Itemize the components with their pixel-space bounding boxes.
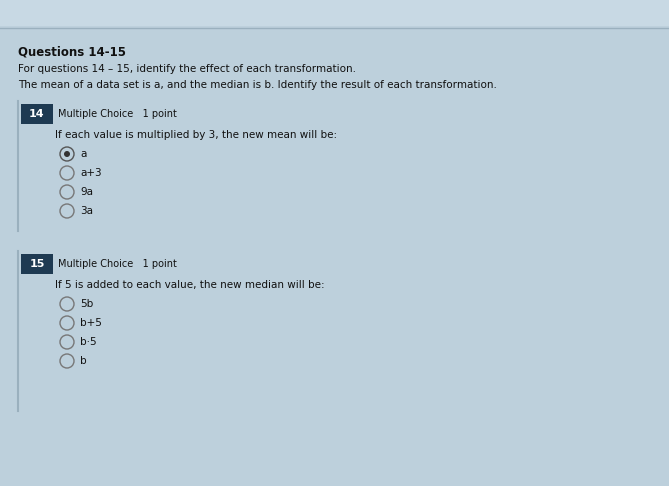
Circle shape — [60, 147, 74, 161]
Text: a: a — [80, 149, 86, 159]
Text: If 5 is added to each value, the new median will be:: If 5 is added to each value, the new med… — [55, 280, 324, 290]
Text: 9a: 9a — [80, 187, 93, 197]
Text: 15: 15 — [29, 259, 45, 269]
Text: a+3: a+3 — [80, 168, 102, 178]
Circle shape — [60, 354, 74, 368]
Circle shape — [60, 166, 74, 180]
Circle shape — [60, 185, 74, 199]
Circle shape — [60, 297, 74, 311]
FancyBboxPatch shape — [21, 254, 53, 274]
Text: b+5: b+5 — [80, 318, 102, 328]
Circle shape — [60, 316, 74, 330]
FancyBboxPatch shape — [21, 104, 53, 124]
Text: 3a: 3a — [80, 206, 93, 216]
Text: b·5: b·5 — [80, 337, 96, 347]
Text: Multiple Choice   1 point: Multiple Choice 1 point — [58, 109, 177, 119]
Circle shape — [60, 335, 74, 349]
Text: b: b — [80, 356, 86, 366]
Circle shape — [60, 204, 74, 218]
Text: 14: 14 — [29, 109, 45, 119]
Text: For questions 14 – 15, identify the effect of each transformation.: For questions 14 – 15, identify the effe… — [18, 64, 356, 74]
Text: If each value is multiplied by 3, the new mean will be:: If each value is multiplied by 3, the ne… — [55, 130, 337, 140]
Text: 5b: 5b — [80, 299, 93, 309]
Circle shape — [64, 151, 70, 157]
Text: Multiple Choice   1 point: Multiple Choice 1 point — [58, 259, 177, 269]
Text: The mean of a data set is a, and the median is b. Identify the result of each tr: The mean of a data set is a, and the med… — [18, 80, 497, 90]
FancyBboxPatch shape — [0, 0, 669, 26]
Text: Questions 14-15: Questions 14-15 — [18, 46, 126, 59]
